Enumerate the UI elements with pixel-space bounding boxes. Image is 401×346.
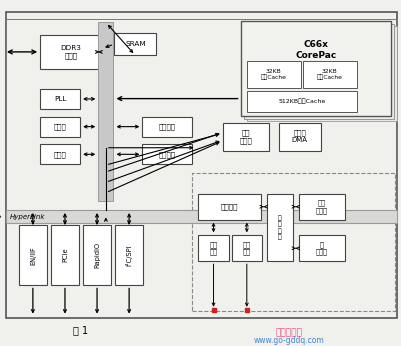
FancyBboxPatch shape — [223, 123, 269, 151]
Text: 密
交
策
略: 密 交 策 略 — [278, 215, 282, 240]
Text: I²C/SPI: I²C/SPI — [126, 244, 133, 266]
Text: 包
加速器: 包 加速器 — [316, 241, 328, 255]
Text: 32KB
程序Cache: 32KB 程序Cache — [261, 69, 287, 80]
FancyBboxPatch shape — [83, 225, 111, 285]
Text: 信号量: 信号量 — [54, 151, 67, 158]
FancyBboxPatch shape — [247, 26, 397, 121]
FancyBboxPatch shape — [299, 194, 345, 220]
FancyBboxPatch shape — [232, 235, 262, 261]
Text: 仿真口: 仿真口 — [54, 123, 67, 130]
FancyBboxPatch shape — [299, 235, 345, 261]
Text: 以太交换: 以太交换 — [221, 203, 238, 210]
FancyBboxPatch shape — [241, 21, 391, 116]
Text: 广电电器网: 广电电器网 — [275, 328, 302, 337]
FancyBboxPatch shape — [142, 144, 192, 164]
FancyBboxPatch shape — [303, 61, 357, 88]
Text: HyperLink: HyperLink — [10, 213, 45, 220]
Text: C66x
CorePac: C66x CorePac — [295, 40, 336, 60]
FancyBboxPatch shape — [40, 144, 80, 164]
FancyBboxPatch shape — [51, 225, 79, 285]
FancyBboxPatch shape — [198, 194, 261, 220]
FancyBboxPatch shape — [40, 35, 102, 69]
Text: 安全
加速器: 安全 加速器 — [316, 200, 328, 214]
Text: PLL: PLL — [54, 96, 66, 102]
Text: SRAM: SRAM — [125, 41, 146, 47]
FancyBboxPatch shape — [279, 123, 321, 151]
Text: 图 1: 图 1 — [73, 326, 88, 335]
Text: 复位管理: 复位管理 — [159, 151, 176, 158]
FancyBboxPatch shape — [244, 24, 394, 119]
FancyBboxPatch shape — [247, 91, 357, 112]
FancyBboxPatch shape — [19, 225, 47, 285]
Text: 网络
接口: 网络 接口 — [243, 241, 251, 255]
FancyBboxPatch shape — [198, 235, 229, 261]
Text: PCIe: PCIe — [62, 248, 68, 263]
Text: 网络
接口: 网络 接口 — [210, 241, 217, 255]
FancyBboxPatch shape — [40, 89, 80, 109]
FancyBboxPatch shape — [267, 194, 293, 261]
FancyBboxPatch shape — [115, 225, 143, 285]
FancyBboxPatch shape — [142, 117, 192, 137]
Text: 数据包
DMA: 数据包 DMA — [292, 130, 308, 144]
Text: EN/IIF: EN/IIF — [30, 246, 36, 265]
Text: 32KB
数据Cache: 32KB 数据Cache — [317, 69, 343, 80]
FancyBboxPatch shape — [6, 210, 397, 223]
Text: DDR3
控制器: DDR3 控制器 — [61, 45, 82, 59]
Text: 512KB二级Cache: 512KB二级Cache — [278, 99, 325, 104]
Text: RapidIO: RapidIO — [94, 242, 100, 268]
FancyBboxPatch shape — [247, 61, 301, 88]
Text: 队列
管理器: 队列 管理器 — [239, 129, 252, 144]
FancyBboxPatch shape — [114, 33, 156, 55]
Text: 电源管理: 电源管理 — [159, 123, 176, 130]
FancyBboxPatch shape — [40, 117, 80, 137]
Text: www.go-gddq.com: www.go-gddq.com — [253, 336, 324, 345]
FancyBboxPatch shape — [98, 22, 113, 201]
